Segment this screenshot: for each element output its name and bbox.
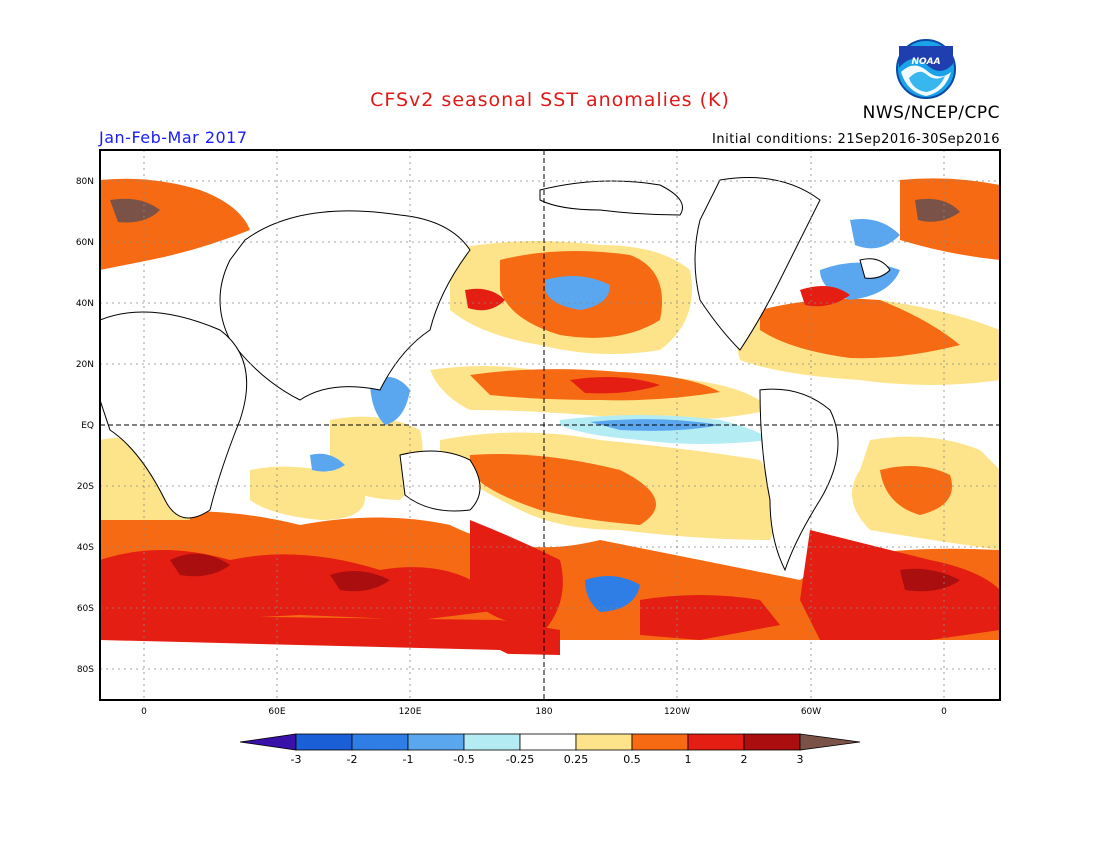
colorbar-label: -2 <box>347 753 358 766</box>
colorbar-label: 0.5 <box>623 753 641 766</box>
map-frame <box>99 149 1001 701</box>
colorbar-label: 1 <box>685 753 692 766</box>
logo-text: NOAA <box>911 57 940 67</box>
colorbar: -3 -2 -1 -0.5 -0.25 0.25 0.5 1 2 3 <box>239 733 861 766</box>
lon-tick: 0 <box>941 707 947 717</box>
noaa-logo: NOAA <box>896 39 956 99</box>
lat-tick: 20N <box>76 360 94 370</box>
lat-tick: 60N <box>76 238 94 248</box>
map-grid <box>100 150 1000 700</box>
colorbar-label: -1 <box>403 753 414 766</box>
colorbar-swatch <box>351 733 409 751</box>
lon-tick: 120W <box>664 707 690 717</box>
colorbar-swatch <box>631 733 689 751</box>
colorbar-label: 3 <box>797 753 804 766</box>
colorbar-swatch <box>519 733 577 751</box>
colorbar-swatch <box>743 733 801 751</box>
lat-tick: 60S <box>77 604 94 614</box>
colorbar-swatch <box>407 733 465 751</box>
lon-tick: 120E <box>399 707 422 717</box>
colorbar-label: 2 <box>741 753 748 766</box>
colorbar-label: -3 <box>291 753 302 766</box>
lat-tick: 80N <box>76 177 94 187</box>
chart-title: CFSv2 seasonal SST anomalies (K) <box>370 89 730 111</box>
lat-tick: 20S <box>77 482 94 492</box>
map-reference-lines <box>100 150 1000 700</box>
lat-tick: 40S <box>77 543 94 553</box>
agency-label: NWS/NCEP/CPC <box>862 103 1000 123</box>
lon-axis: 0 60E 120E 180 120W 60W 0 <box>141 707 947 717</box>
colorbar-label: 0.25 <box>564 753 589 766</box>
lat-tick: EQ <box>81 421 94 431</box>
colorbar-swatch <box>295 733 353 751</box>
lat-tick: 40N <box>76 299 94 309</box>
lon-tick: 0 <box>141 707 147 717</box>
lon-tick: 180 <box>535 707 552 717</box>
colorbar-label: -0.25 <box>506 753 534 766</box>
lat-tick: 80S <box>77 665 94 675</box>
forecast-period: Jan-Feb-Mar 2017 <box>99 128 248 147</box>
colorbar-label: -0.5 <box>453 753 474 766</box>
colorbar-swatch <box>575 733 633 751</box>
colorbar-swatch <box>463 733 521 751</box>
lat-axis: 80N 60N 40N 20N EQ 20S 40S 60S 80S <box>76 177 94 675</box>
colorbar-right-arrow <box>799 733 861 751</box>
colorbar-left-arrow <box>239 733 297 751</box>
continents <box>100 177 891 572</box>
lon-tick: 60W <box>801 707 821 717</box>
initial-conditions: Initial conditions: 21Sep2016-30Sep2016 <box>712 132 1000 147</box>
lon-tick: 60E <box>268 707 285 717</box>
colorbar-swatch <box>687 733 745 751</box>
